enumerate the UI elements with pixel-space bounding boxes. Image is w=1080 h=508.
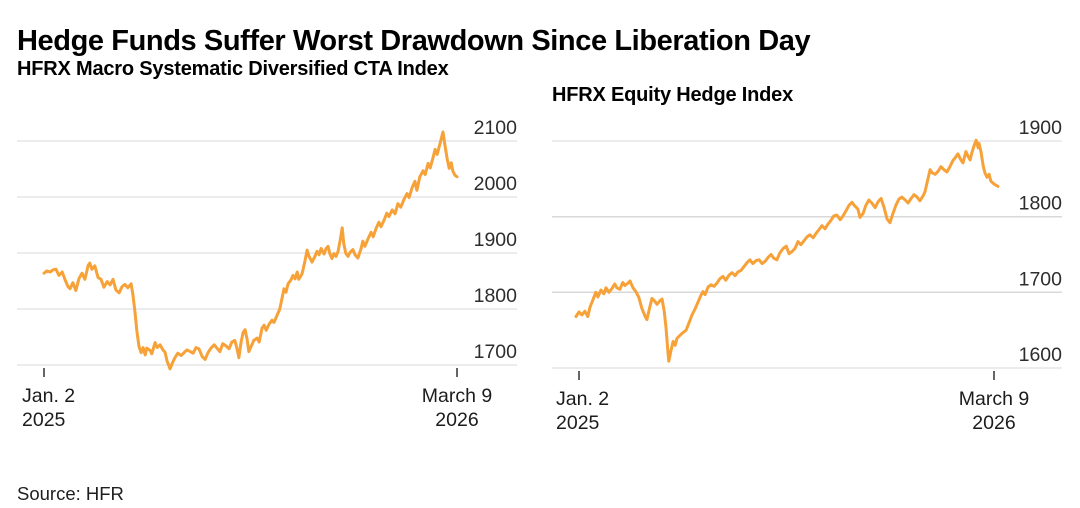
y-axis-label-1800: 1800 (1019, 193, 1063, 215)
x-axis-label-1-line1: March 9 (422, 385, 492, 407)
y-axis-label-1900: 1900 (1019, 117, 1063, 139)
y-axis-label-1600: 1600 (1019, 344, 1063, 366)
series-line-cta (42, 130, 459, 371)
y-axis-label-1700: 1700 (1019, 268, 1063, 290)
y-axis-label-2000: 2000 (474, 173, 518, 195)
x-axis-label-0-line1: Jan. 2 (22, 385, 75, 407)
y-axis-label-2100: 2100 (474, 117, 518, 139)
page-title: Hedge Funds Suffer Worst Drawdown Since … (17, 25, 811, 58)
chart-title-equity: HFRX Equity Hedge Index (552, 84, 793, 106)
y-axis-label-1800: 1800 (474, 285, 518, 307)
series-line-equity (574, 138, 1000, 363)
x-axis-label-1-line2: 2026 (972, 412, 1015, 434)
y-axis-label-1700: 1700 (474, 341, 518, 363)
y-axis-label-1900: 1900 (474, 229, 518, 251)
x-axis-label-1-line2: 2026 (435, 409, 478, 431)
x-axis-label-1-line1: March 9 (959, 388, 1029, 410)
x-axis-label-0-line1: Jan. 2 (556, 388, 609, 410)
chart-title-cta: HFRX Macro Systematic Diversified CTA In… (17, 58, 449, 80)
x-axis-label-0-line2: 2025 (556, 412, 600, 434)
x-axis-label-0-line2: 2025 (22, 409, 66, 431)
source-label: Source: HFR (17, 483, 124, 504)
